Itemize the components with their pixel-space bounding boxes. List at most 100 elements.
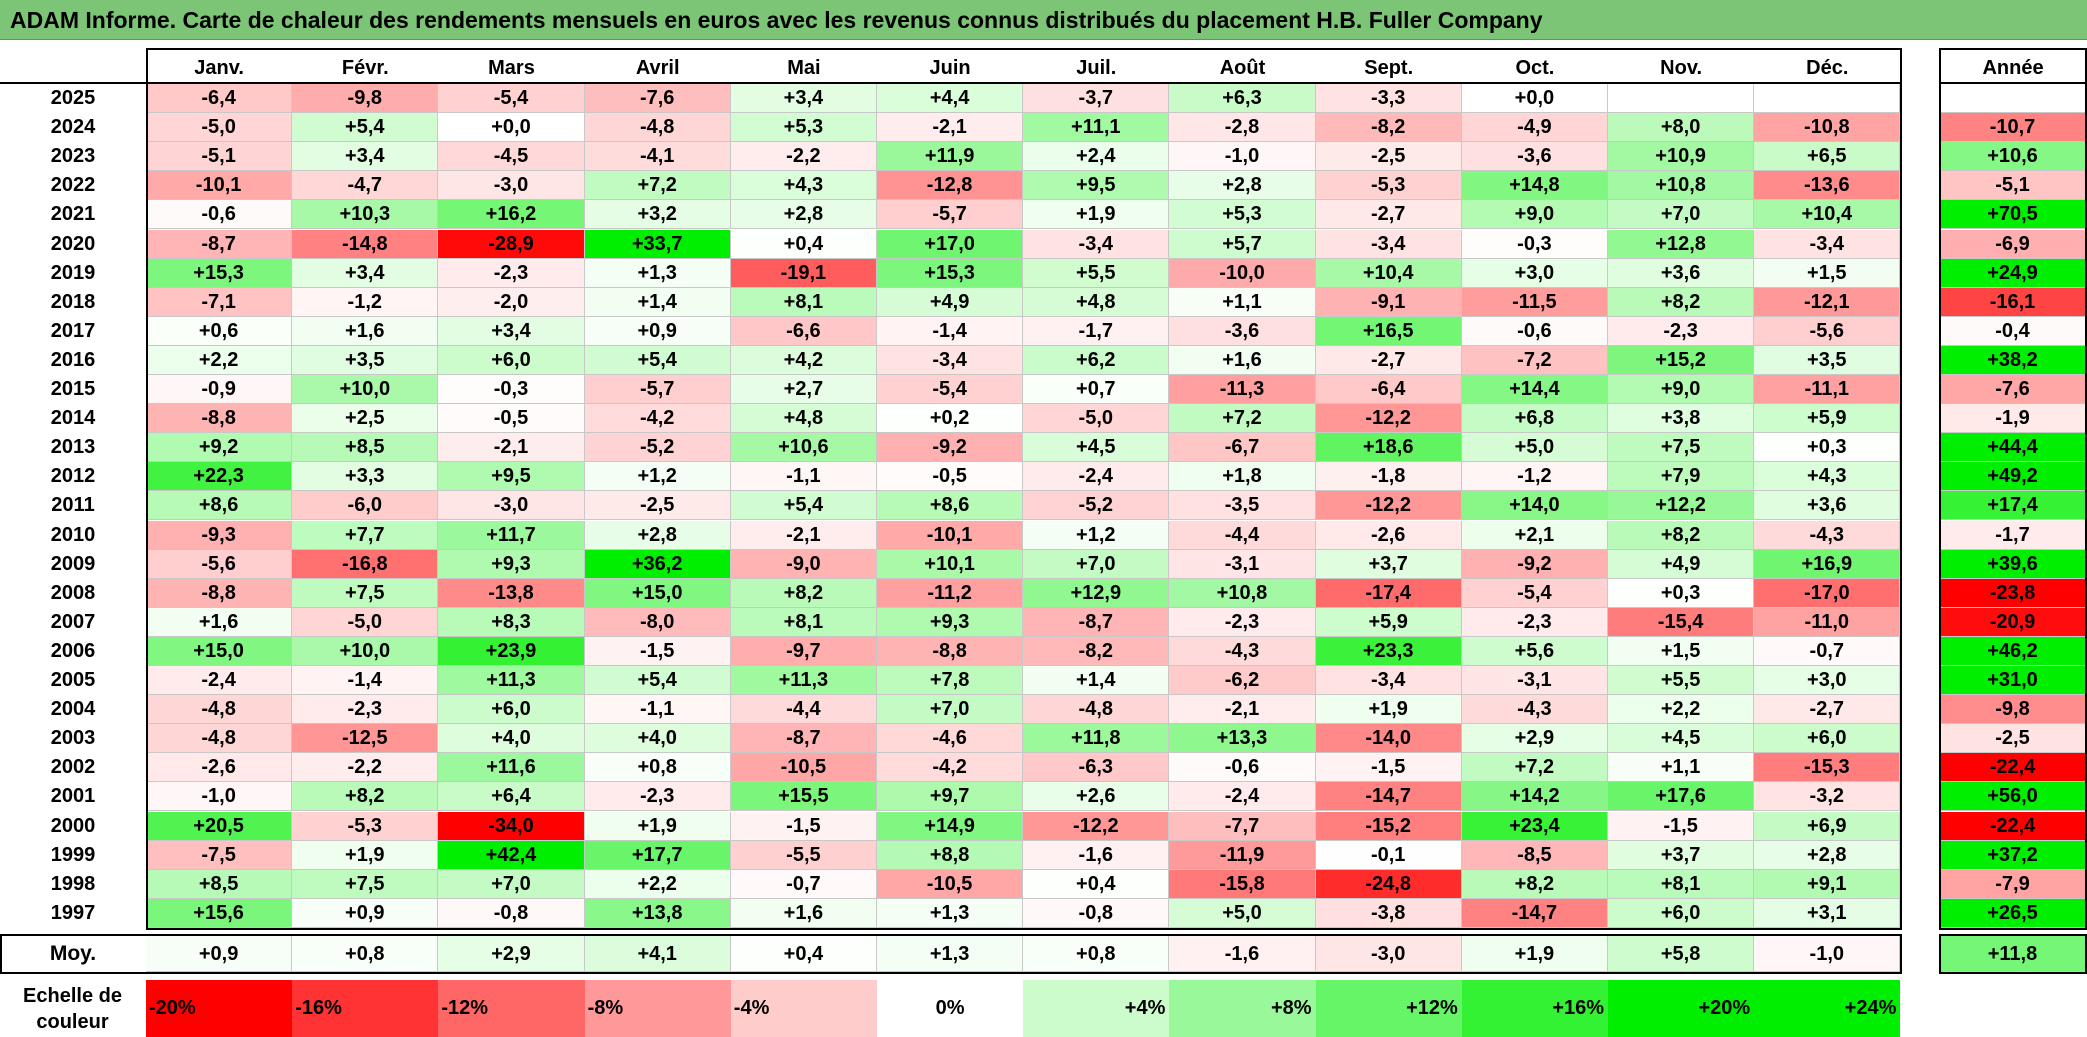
heat-cell: +0,0	[1461, 84, 1608, 114]
heat-cell: -8,8	[877, 636, 1024, 666]
heat-cell: -3,4	[1023, 229, 1170, 259]
heat-cell: +23,4	[1461, 811, 1608, 841]
heat-cell: +5,7	[1169, 229, 1316, 259]
heat-cell: +5,5	[1608, 666, 1755, 696]
heat-cell: -1,7	[1023, 316, 1170, 346]
heat-cell: +23,3	[1315, 636, 1462, 666]
heat-cell: -6,0	[292, 491, 439, 521]
heat-cell: +10,4	[1315, 258, 1462, 288]
heat-cell: +4,4	[877, 84, 1024, 114]
heat-cell: -11,5	[1461, 287, 1608, 317]
heat-cell	[1754, 84, 1901, 114]
heat-cell: -1,0	[1169, 142, 1316, 172]
heat-cell: +6,4	[438, 782, 585, 812]
heat-cell: +3,5	[292, 345, 439, 375]
heat-cell: +17,0	[877, 229, 1024, 259]
average-year-cell: +11,8	[1939, 935, 2087, 972]
heat-cell: +0,9	[292, 898, 439, 928]
heat-cell: +7,7	[292, 520, 439, 550]
heat-cell: -1,5	[584, 636, 731, 666]
heat-cell: +7,2	[1169, 404, 1316, 434]
heat-cell: +11,3	[438, 666, 585, 696]
heat-cell: +6,8	[1461, 404, 1608, 434]
heat-cell: -5,4	[877, 375, 1024, 405]
heat-cell: +5,3	[1169, 200, 1316, 230]
heat-cell: -5,7	[584, 375, 731, 405]
heat-cell: +3,7	[1315, 549, 1462, 579]
color-scale-stop: +4%	[1023, 980, 1170, 1037]
heat-cell: -16,8	[292, 549, 439, 579]
row-label: 2010	[0, 520, 146, 550]
heat-cell: +13,8	[584, 898, 731, 928]
year-total-cell: -1,7	[1939, 520, 2087, 550]
year-total-cell: -2,5	[1939, 724, 2087, 754]
heat-cell: -3,8	[1315, 898, 1462, 928]
heat-cell: -2,3	[584, 782, 731, 812]
heat-cell: -7,1	[146, 287, 293, 317]
heat-cell: +36,2	[584, 549, 731, 579]
heat-cell: -12,2	[1023, 811, 1170, 841]
heat-cell: +8,5	[292, 433, 439, 463]
color-scale-stop: -12%	[438, 980, 585, 1037]
heat-cell: -2,1	[438, 433, 585, 463]
heat-cell: -5,0	[1023, 404, 1170, 434]
heat-cell: -4,3	[1461, 695, 1608, 725]
row-label: 2004	[0, 695, 146, 725]
heat-cell: -5,5	[730, 840, 877, 870]
heat-cell: -1,5	[730, 811, 877, 841]
heat-cell: -12,1	[1754, 287, 1901, 317]
heat-cell: -5,6	[1754, 316, 1901, 346]
heat-cell: +8,3	[438, 607, 585, 637]
year-total-cell: -6,9	[1939, 229, 2087, 259]
heat-cell: -2,3	[438, 258, 585, 288]
heat-cell: +23,9	[438, 636, 585, 666]
average-cell: +4,1	[584, 935, 731, 972]
heat-cell: +8,0	[1608, 113, 1755, 143]
heat-cell: +8,6	[877, 491, 1024, 521]
average-cell: -1,0	[1754, 935, 1901, 972]
year-total-cell: +26,5	[1939, 898, 2087, 928]
row-label: 2003	[0, 724, 146, 754]
average-cell: +0,4	[730, 935, 877, 972]
heat-cell: -4,5	[438, 142, 585, 172]
heat-cell: +9,5	[438, 462, 585, 492]
heat-cell: +1,3	[877, 898, 1024, 928]
heat-cell: +10,6	[730, 433, 877, 463]
chart-title: ADAM Informe. Carte de chaleur des rende…	[10, 7, 1543, 33]
heat-cell: +8,2	[1608, 287, 1755, 317]
heat-cell: +11,8	[1023, 724, 1170, 754]
heat-cell: -9,0	[730, 549, 877, 579]
heat-cell: +3,6	[1608, 258, 1755, 288]
heat-cell: +1,3	[584, 258, 731, 288]
heat-cell: +0,0	[438, 113, 585, 143]
heat-cell: +1,4	[584, 287, 731, 317]
heat-cell: -8,7	[1023, 607, 1170, 637]
heat-cell: -11,9	[1169, 840, 1316, 870]
heat-cell: -3,0	[438, 171, 585, 201]
heat-cell: -5,4	[438, 84, 585, 114]
heat-cell: -1,1	[584, 695, 731, 725]
heat-cell: -3,4	[1315, 666, 1462, 696]
average-cell: +0,8	[292, 935, 439, 972]
heat-cell: +3,1	[1754, 898, 1901, 928]
heat-cell: +9,5	[1023, 171, 1170, 201]
heat-cell: -2,0	[438, 287, 585, 317]
heat-cell: -8,2	[1315, 113, 1462, 143]
heat-cell: -1,1	[730, 462, 877, 492]
color-scale-stop: -16%	[292, 980, 439, 1037]
heat-cell: -11,1	[1754, 375, 1901, 405]
heat-cell: +0,7	[1023, 375, 1170, 405]
heat-cell: +0,8	[584, 753, 731, 783]
heat-cell: -8,7	[730, 724, 877, 754]
heat-cell: -3,7	[1023, 84, 1170, 114]
heat-cell: +4,9	[1608, 549, 1755, 579]
heat-cell: +2,8	[730, 200, 877, 230]
row-label: 1999	[0, 840, 146, 870]
heat-cell: +5,5	[1023, 258, 1170, 288]
heat-cell: -15,2	[1315, 811, 1462, 841]
heat-cell: +10,3	[292, 200, 439, 230]
row-label: 2014	[0, 404, 146, 434]
heat-cell: +33,7	[584, 229, 731, 259]
heat-cell: +0,2	[877, 404, 1024, 434]
heat-cell: +3,4	[438, 316, 585, 346]
